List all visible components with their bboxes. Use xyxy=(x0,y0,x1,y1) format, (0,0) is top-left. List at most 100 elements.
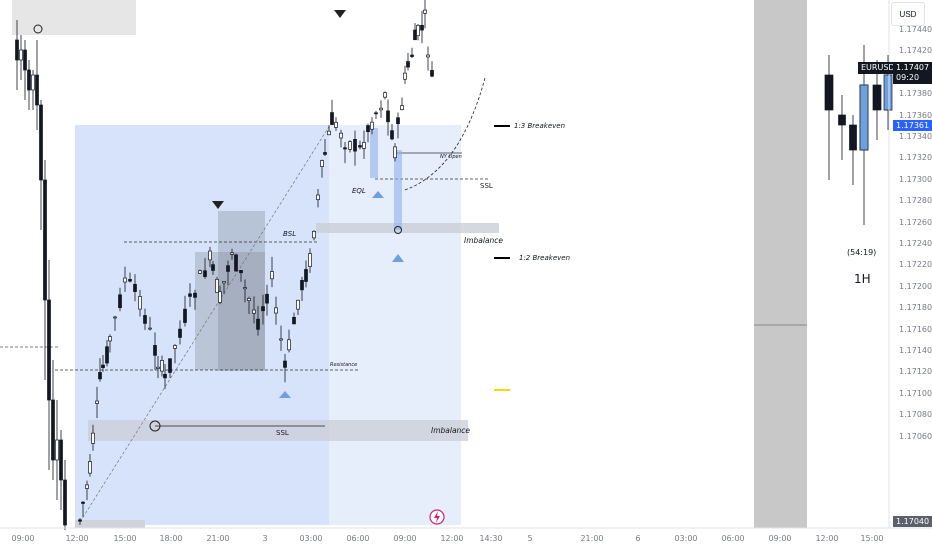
x-axis-tick: 12:00 xyxy=(440,534,464,543)
x-axis-tick: 14:30 xyxy=(479,534,503,543)
candle-body xyxy=(55,439,59,461)
candle-body xyxy=(91,432,95,444)
candle-body xyxy=(400,105,404,110)
candle-body xyxy=(413,29,417,41)
candle-body xyxy=(173,345,177,349)
candle-body xyxy=(410,54,414,57)
candle-body xyxy=(156,366,160,369)
symbol-price-tag[interactable]: EURUSD xyxy=(858,62,895,74)
y-axis-tick: 1.17260 xyxy=(899,217,932,227)
candle-body xyxy=(859,84,869,151)
position-zone-blue xyxy=(75,125,329,525)
triangle-down-icon[interactable] xyxy=(212,201,224,209)
candle-body xyxy=(343,147,347,150)
last-price-tag[interactable]: 1.17407 09:20 xyxy=(893,62,932,84)
candle-body xyxy=(426,54,430,58)
candle-body xyxy=(63,479,67,526)
candle-body xyxy=(234,254,238,272)
candle-body xyxy=(203,270,207,277)
ssl-top-label: SSL xyxy=(480,182,493,190)
candle-body xyxy=(824,74,834,111)
x-axis-tick: 03:00 xyxy=(674,534,698,543)
candle-body xyxy=(19,49,23,61)
triangle-up-icon[interactable] xyxy=(372,191,384,198)
bsl-label: BSL xyxy=(283,230,297,238)
timeframe-label: 1H xyxy=(854,272,871,286)
candle-body xyxy=(312,231,316,239)
eql-label: EQL xyxy=(352,187,366,195)
candle-body xyxy=(88,461,92,474)
candle-body xyxy=(27,69,31,91)
order-block-zone-dark[interactable] xyxy=(218,211,265,371)
candle-body xyxy=(133,283,137,292)
candle-body xyxy=(872,84,882,111)
current-price-tag[interactable]: 1.17361 xyxy=(893,120,932,131)
candle-body xyxy=(101,364,105,369)
candle-body xyxy=(43,179,47,301)
candle-body xyxy=(118,294,122,309)
candle-body xyxy=(239,270,243,274)
candle-body xyxy=(123,277,127,283)
bottom-price-tag[interactable]: 1.17040 xyxy=(893,516,932,527)
candle-body xyxy=(23,49,27,71)
currency-selector[interactable]: USD xyxy=(891,2,925,26)
triangle-up-icon[interactable] xyxy=(279,391,291,398)
x-axis-tick: 15:00 xyxy=(860,534,884,543)
candle-body xyxy=(330,112,334,125)
candle-body xyxy=(226,265,230,272)
candle-body xyxy=(883,74,893,111)
candle-body xyxy=(153,345,157,356)
candle-body xyxy=(218,291,222,303)
candle-body xyxy=(292,316,296,325)
candle-body xyxy=(327,130,331,136)
circle-marker-ssl[interactable] xyxy=(149,420,161,432)
candle-body xyxy=(416,24,420,37)
candle-body xyxy=(420,24,424,31)
triangle-up-icon[interactable] xyxy=(392,254,404,262)
candle-body xyxy=(374,112,378,115)
imbalance-bottom-label: Imbalance xyxy=(431,426,471,435)
triangle-down-icon[interactable] xyxy=(334,10,346,18)
candle-body xyxy=(247,298,251,301)
x-axis-tick: 03:00 xyxy=(299,534,323,543)
candle-body xyxy=(300,279,304,291)
imbalance-zone-bottom[interactable] xyxy=(88,420,468,441)
bar-countdown: 09:20 xyxy=(896,73,920,82)
candle-body xyxy=(15,39,19,61)
candle-body xyxy=(108,336,112,342)
circle-marker-topleft[interactable] xyxy=(33,24,43,34)
candle-body xyxy=(211,264,215,271)
candle-body xyxy=(59,439,63,481)
candle-body xyxy=(188,293,192,297)
candle-body xyxy=(168,358,172,373)
candle-body xyxy=(393,146,397,159)
candle-body xyxy=(47,299,51,401)
candle-body xyxy=(143,315,147,324)
breakeven-12-label: 1:2 Breakeven xyxy=(519,254,571,262)
x-axis-tick: 15:00 xyxy=(113,534,137,543)
candle-body xyxy=(366,125,370,133)
candle-body xyxy=(406,61,410,68)
x-axis-tick: 12:00 xyxy=(65,534,89,543)
x-axis-tick: 18:00 xyxy=(159,534,183,543)
y-axis-tick: 1.17180 xyxy=(899,303,932,313)
candle-body xyxy=(358,145,362,148)
y-axis-tick: 1.17380 xyxy=(899,89,932,99)
y-axis-tick: 1.17320 xyxy=(899,153,932,163)
x-axis-tick: 06:00 xyxy=(721,534,745,543)
candle-body xyxy=(163,373,167,379)
candle-body xyxy=(383,92,387,98)
candle-body xyxy=(423,9,427,14)
flash-icon[interactable] xyxy=(429,509,445,525)
candle-body xyxy=(35,74,39,106)
x-axis-tick: 06:00 xyxy=(346,534,370,543)
candle-body xyxy=(78,519,82,522)
ny-open-label: NY Open xyxy=(440,154,462,160)
y-axis-tick: 1.17280 xyxy=(899,196,932,206)
candle-body xyxy=(386,110,390,123)
circle-marker-imbalance[interactable] xyxy=(394,226,402,234)
imbalance-zone-top[interactable] xyxy=(316,223,499,233)
candle-body xyxy=(353,138,357,152)
x-axis-tick: 09:00 xyxy=(768,534,792,543)
